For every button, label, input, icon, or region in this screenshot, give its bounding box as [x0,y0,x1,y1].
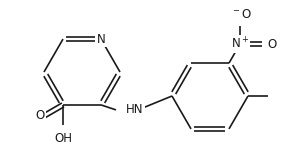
Text: O: O [35,109,45,122]
Text: N: N [96,33,105,46]
Text: OH: OH [54,132,72,145]
Text: N$^+$: N$^+$ [231,36,249,52]
Text: HN: HN [126,103,144,116]
Text: $^-$O: $^-$O [231,8,252,21]
Text: O: O [267,38,276,51]
